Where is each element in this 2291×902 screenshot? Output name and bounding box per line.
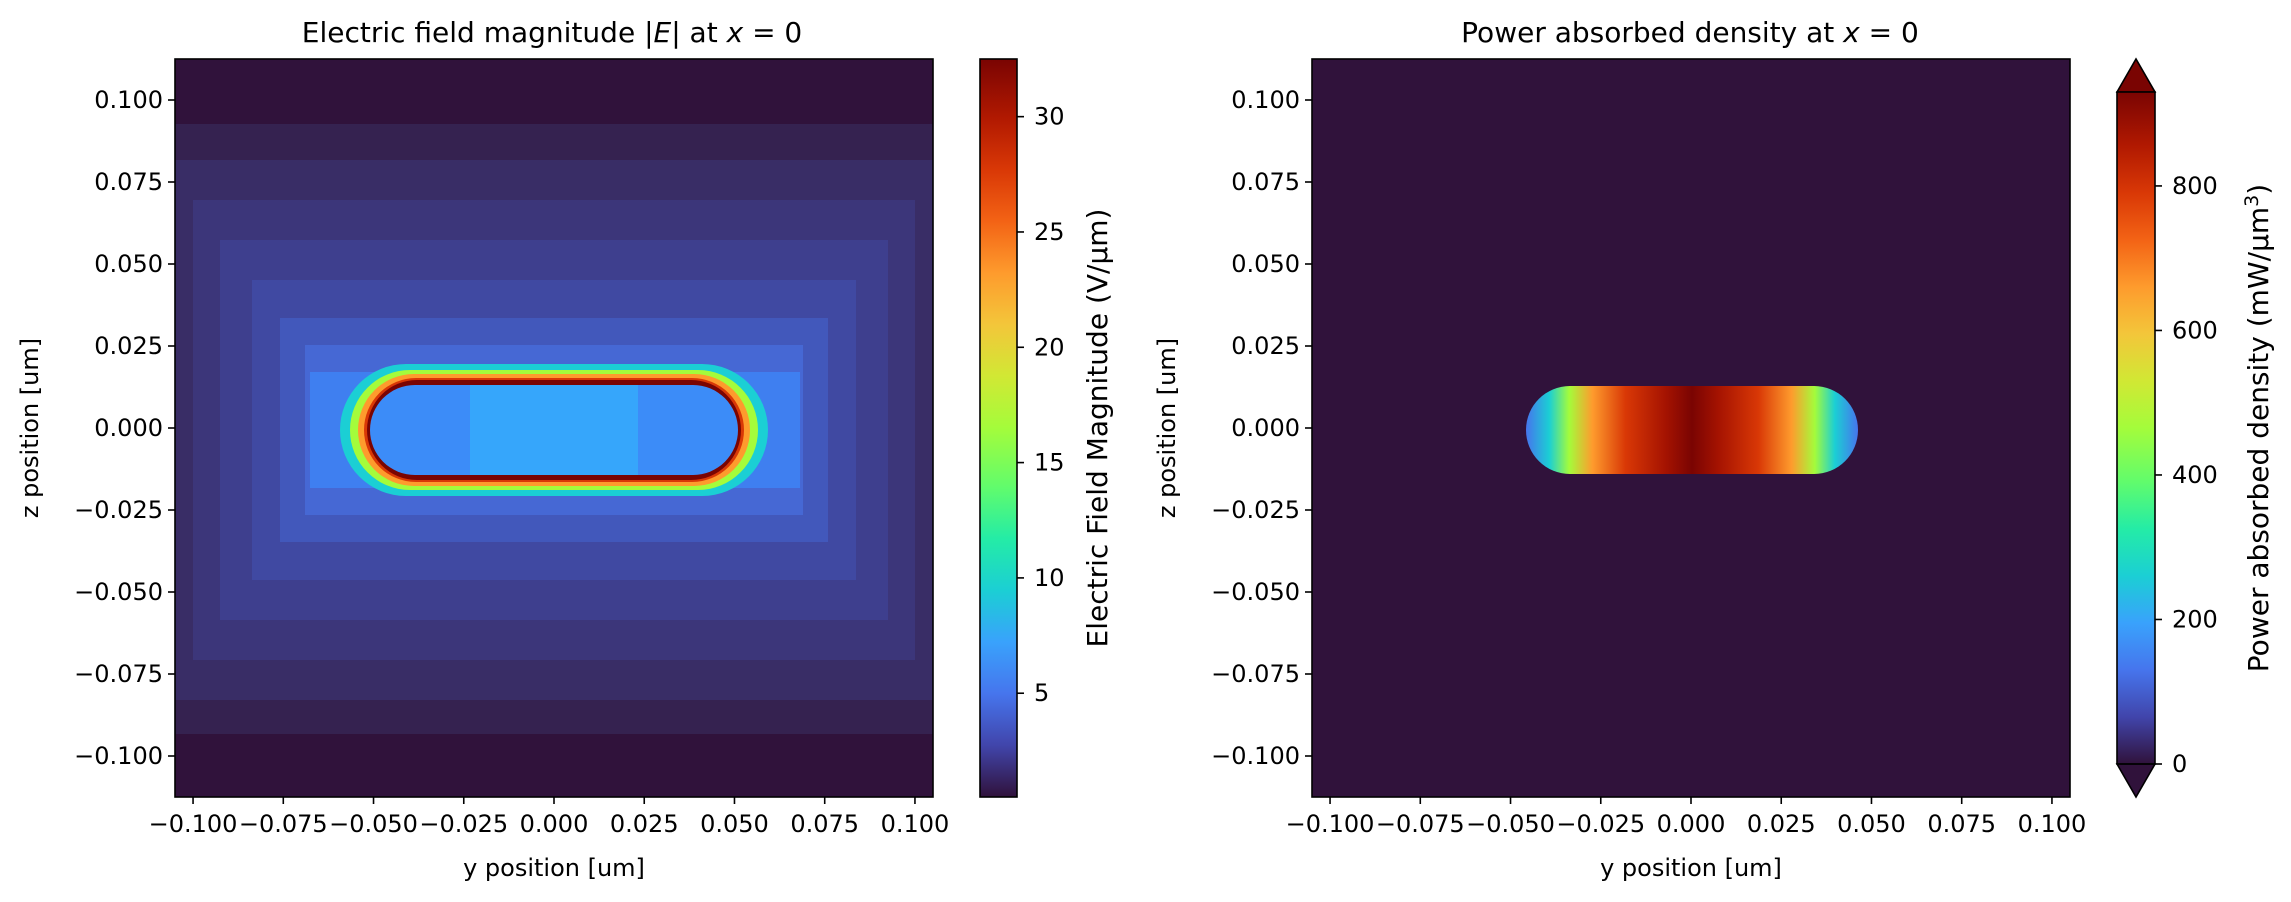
colorbar-tick-label: 25 [1034, 218, 1065, 246]
chart-1-x-axis: −0.100 −0.075 −0.050 −0.025 0.000 0.025 0.050 0… [149, 797, 950, 838]
y-tick-label: 0.050 [94, 250, 163, 278]
chart-1-y-axis: 0.100 0.075 0.050 0.025 0.000 −0.025 −0.050 −0.… [74, 86, 175, 770]
chart-2-colorbar-ticks: 0 200 400 600 800 [2155, 172, 2218, 778]
chart-1-colorbar-frame [979, 58, 1018, 798]
chart-2-colorbar-frame [2116, 91, 2156, 765]
y-tick-label: −0.050 [1211, 578, 1300, 606]
x-tick-label: −0.025 [1556, 810, 1645, 838]
y-tick-label: 0.075 [94, 168, 163, 196]
y-tick-label: −0.050 [74, 578, 163, 606]
x-tick-label: 0.050 [1837, 810, 1906, 838]
x-tick-label: −0.050 [1466, 810, 1555, 838]
y-tick-label: 0.100 [94, 86, 163, 114]
field-magnitude-panel: Electric field magnitude |E| at x = 0 −0… [16, 16, 1114, 882]
y-tick-label: −0.100 [74, 742, 163, 770]
colorbar-tick-label: 15 [1034, 449, 1065, 477]
chart-2-colorbar-label: Power absorbed density (mW/µm3) [2241, 184, 2275, 672]
x-tick-label: −0.075 [239, 810, 328, 838]
y-tick-label: 0.025 [94, 332, 163, 360]
chart-2-colorbar-extend-max [2115, 57, 2157, 93]
colorbar-tick-label: 400 [2172, 461, 2218, 489]
x-tick-label: 0.025 [610, 810, 679, 838]
chart-2-y-axis: 0.100 0.075 0.050 0.025 0.000 −0.025 −0.050 −0.… [1211, 86, 1312, 770]
x-tick-label: 0.025 [1747, 810, 1816, 838]
x-tick-label: −0.075 [1376, 810, 1465, 838]
y-tick-label: −0.025 [74, 496, 163, 524]
x-tick-label: 0.000 [520, 810, 589, 838]
y-tick-label: 0.000 [94, 414, 163, 442]
chart-1-colorbar-label: Electric Field Magnitude (V/µm) [1081, 209, 1114, 648]
x-tick-label: 0.100 [881, 810, 950, 838]
chart-2-heatmap [1312, 59, 2070, 797]
colorbar-tick-label: 600 [2172, 316, 2218, 344]
x-tick-label: −0.050 [329, 810, 418, 838]
y-tick-label: −0.025 [1211, 496, 1300, 524]
colorbar-tick-label: 30 [1034, 103, 1065, 131]
power-absorbed-panel: Power absorbed density at x = 0 [1153, 16, 2275, 882]
colorbar-tick-label: 5 [1034, 679, 1049, 707]
chart-2-structure-absorption [1526, 386, 1858, 474]
y-tick-label: −0.075 [74, 660, 163, 688]
colorbar-tick-label: 0 [2172, 750, 2187, 778]
x-tick-label: 0.100 [2018, 810, 2087, 838]
chart-2-colorbar [2117, 92, 2155, 764]
x-tick-label: 0.075 [1927, 810, 1996, 838]
chart-1-title: Electric field magnitude |E| at x = 0 [302, 16, 803, 49]
chart-1-x-axis-label: y position [um] [463, 854, 645, 882]
y-tick-label: 0.025 [1231, 332, 1300, 360]
y-tick-label: 0.000 [1231, 414, 1300, 442]
y-tick-label: 0.100 [1231, 86, 1300, 114]
colorbar-tick-label: 10 [1034, 564, 1065, 592]
chart-1-heatmap [175, 59, 933, 797]
chart-1-y-axis-label: z position [um] [16, 338, 44, 518]
y-tick-label: 0.050 [1231, 250, 1300, 278]
chart-2-colorbar-extend-min [2115, 763, 2157, 799]
chart-1-colorbar [980, 59, 1017, 797]
x-tick-label: 0.000 [1657, 810, 1726, 838]
chart-2-y-axis-label: z position [um] [1153, 338, 1181, 518]
chart-1-colorbar-ticks: 5 10 15 20 25 30 [1017, 103, 1065, 707]
chart-2-x-axis-label: y position [um] [1600, 854, 1782, 882]
x-tick-label: 0.075 [790, 810, 859, 838]
chart-1-structure-core [470, 385, 638, 475]
y-tick-label: 0.075 [1231, 168, 1300, 196]
y-tick-label: −0.100 [1211, 742, 1300, 770]
y-tick-label: −0.075 [1211, 660, 1300, 688]
x-tick-label: −0.025 [419, 810, 508, 838]
x-tick-label: −0.100 [1286, 810, 1375, 838]
colorbar-tick-label: 800 [2172, 172, 2218, 200]
x-tick-label: 0.050 [700, 810, 769, 838]
chart-2-title: Power absorbed density at x = 0 [1461, 16, 1919, 49]
colorbar-tick-label: 200 [2172, 605, 2218, 633]
x-tick-label: −0.100 [149, 810, 238, 838]
chart-2-x-axis: −0.100 −0.075 −0.050 −0.025 0.000 0.025 0.050 0… [1286, 797, 2087, 838]
colorbar-tick-label: 20 [1034, 333, 1065, 361]
